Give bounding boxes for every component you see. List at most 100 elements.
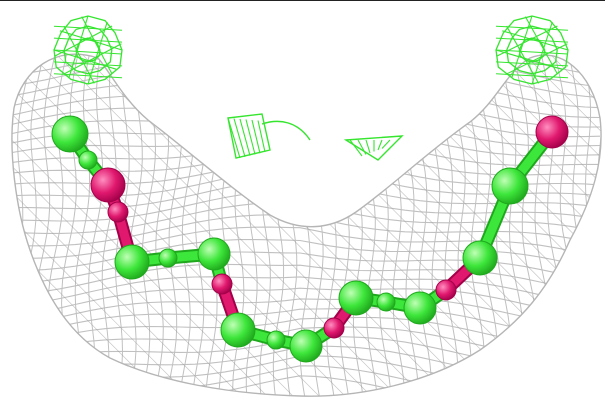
density-strut <box>495 73 569 79</box>
atom-green[interactable] <box>289 329 323 363</box>
density-strut <box>506 43 568 75</box>
atom-green[interactable] <box>376 292 396 312</box>
mesh-line-h <box>11 276 601 308</box>
mesh-line-h <box>11 251 601 284</box>
atom-green[interactable] <box>403 291 437 325</box>
mesh-line-diag <box>11 54 169 397</box>
atom-magenta[interactable] <box>435 279 457 301</box>
mesh-line-v <box>178 54 196 397</box>
mesh-line-h <box>11 226 601 259</box>
fragment-strut <box>245 119 256 155</box>
fragment-strut <box>257 120 266 153</box>
mesh-line-h <box>11 307 601 340</box>
fragment-strut <box>251 119 261 154</box>
atom-green[interactable] <box>51 115 89 153</box>
density-strut <box>495 25 569 31</box>
mesh-line-v <box>11 54 34 397</box>
density-strut <box>53 61 123 67</box>
mesh-line-h <box>11 263 601 296</box>
atom-magenta[interactable] <box>90 167 126 203</box>
mesh-line-v <box>74 54 93 397</box>
mesh-line-diag <box>11 54 273 397</box>
mesh-line-v <box>401 54 419 397</box>
mesh-line-v <box>88 54 105 397</box>
mesh-line-v <box>592 54 602 397</box>
density-strut <box>63 25 95 84</box>
density-strut <box>53 37 123 43</box>
mesh-line-v <box>0 40 8 400</box>
density-strut <box>54 25 113 57</box>
atom-magenta[interactable] <box>107 201 129 223</box>
atom-green[interactable] <box>266 330 286 350</box>
fragment-strut <box>357 139 367 155</box>
density-strut <box>63 43 122 75</box>
mesh-line-v <box>451 54 472 397</box>
density-strut <box>495 49 569 55</box>
mesh-line-v <box>11 54 21 397</box>
mesh-line-v <box>191 54 209 397</box>
fragment-tail <box>261 120 311 141</box>
density-strut <box>81 16 113 75</box>
density-strut <box>524 16 558 75</box>
density-strut <box>53 73 123 79</box>
density-strut <box>506 25 540 84</box>
atom-magenta[interactable] <box>535 115 569 149</box>
mesh-line-diag <box>11 54 247 397</box>
density-strut <box>495 61 569 67</box>
fragment-strut <box>349 139 363 157</box>
atom-green[interactable] <box>491 167 529 205</box>
density-strut <box>495 49 562 70</box>
atom-green[interactable] <box>197 237 231 271</box>
density-strut <box>53 49 123 55</box>
mesh-line-v <box>363 54 378 397</box>
density-ring <box>506 25 558 75</box>
fragment-strut <box>365 139 371 154</box>
fragment-strut <box>233 118 246 157</box>
density-blob-top-left <box>53 15 123 85</box>
density-fragment-center-right <box>343 135 404 161</box>
density-strut <box>496 25 558 57</box>
mesh-line-diag <box>457 54 602 397</box>
mesh-line-h <box>11 239 601 272</box>
atom-green[interactable] <box>220 312 256 348</box>
atom-green[interactable] <box>338 280 374 316</box>
mesh-line-h <box>11 287 601 319</box>
fragment-outline <box>343 135 404 161</box>
density-ring <box>63 25 113 75</box>
atom-green[interactable] <box>462 240 498 276</box>
mesh-line-diag <box>509 54 602 397</box>
density-strut <box>511 15 533 79</box>
fragment-strut <box>227 117 241 159</box>
atom-magenta[interactable] <box>323 317 345 339</box>
atom-green[interactable] <box>78 150 98 170</box>
fragment-strut <box>377 139 383 151</box>
density-blob-top-right <box>495 15 569 85</box>
density-strut <box>495 37 569 43</box>
fragment-strut <box>239 118 251 156</box>
atom-green[interactable] <box>158 248 178 268</box>
atom-green[interactable] <box>114 244 150 280</box>
mesh-line-h <box>11 365 600 397</box>
chain-atoms <box>51 115 569 363</box>
mesh-line-diag <box>41 54 403 397</box>
mesh-line-h <box>11 114 601 147</box>
top-frame-line <box>0 0 605 1</box>
fragment-outline <box>227 113 271 159</box>
density-strut <box>53 49 117 70</box>
density-mesh-outline <box>11 53 602 397</box>
mesh-line-diag <box>11 54 221 397</box>
mesh-line-diag <box>275 54 602 397</box>
mesh-line-h <box>11 95 601 128</box>
mesh-line-v <box>414 54 432 397</box>
density-strut <box>53 25 123 31</box>
mesh-line-v <box>578 54 602 397</box>
atom-magenta[interactable] <box>211 273 233 295</box>
density-strut <box>68 15 89 79</box>
density-fragment-center-left <box>227 113 311 159</box>
mesh-line-v <box>128 54 143 397</box>
mesh-line-v <box>165 54 183 397</box>
fragment-strut <box>381 139 391 149</box>
mesh-line-v <box>350 54 364 397</box>
mesh-line-diag <box>11 54 13 397</box>
